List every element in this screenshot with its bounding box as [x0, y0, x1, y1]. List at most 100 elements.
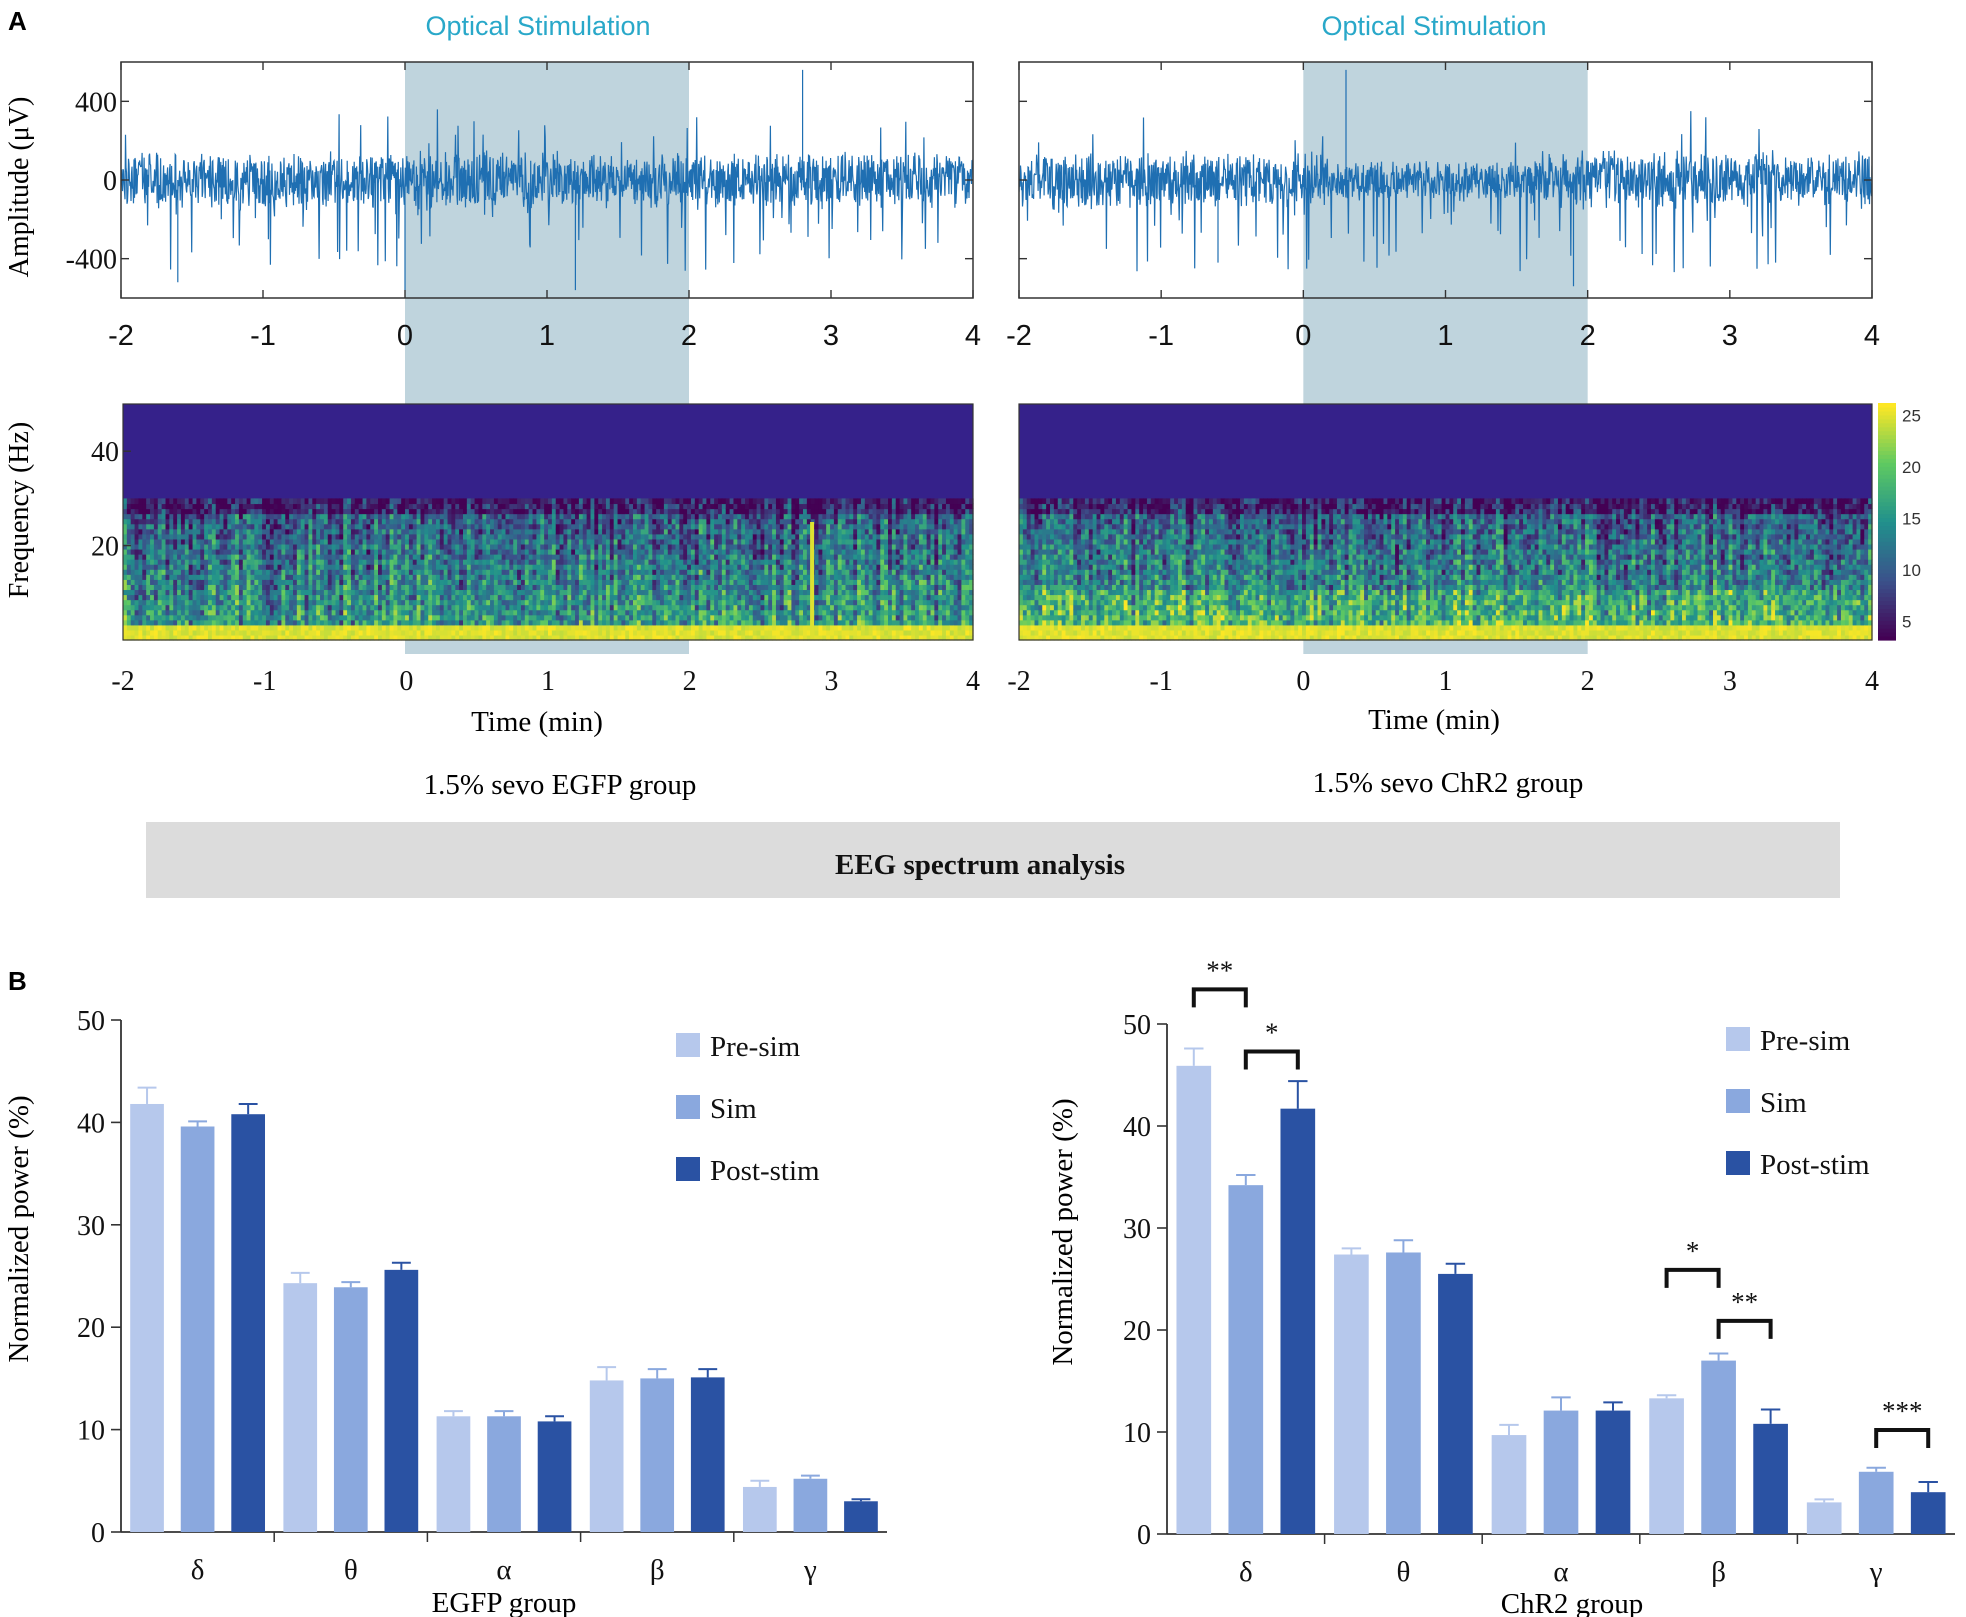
bar-bar_egfp-Pre-sim	[283, 1283, 318, 1532]
eeg-xtick-eeg_chr2: 2	[1580, 320, 1596, 352]
bar-bar_egfp-Sim	[333, 1287, 368, 1532]
bar-xtick-bar_chr2: δ	[1239, 1556, 1253, 1588]
spec-chr2-caption: 1.5% sevo ChR2 group	[1313, 767, 1584, 799]
bar-egfp-ylabel: Normalized power (%)	[3, 1095, 35, 1362]
spec-chr2-xlabel: Time (min)	[1368, 704, 1500, 736]
colorbar-tick: 10	[1902, 561, 1921, 580]
bar-bar_egfp-Post-stim	[690, 1377, 725, 1532]
spec-xtick-spec_chr2: 1	[1439, 666, 1453, 697]
spec-frame-spec_egfp	[122, 403, 974, 641]
eeg-xtick-eeg_egfp: 3	[823, 320, 839, 352]
significance-bracket	[1664, 1267, 1721, 1288]
bar-xtick-bar_egfp: θ	[344, 1554, 358, 1586]
legend-swatch	[1726, 1027, 1750, 1051]
bar-ytick-bar_chr2: 30	[1123, 1214, 1151, 1245]
eeg-xtick-eeg_chr2: 3	[1722, 320, 1738, 352]
bar-xtick-bar_egfp: δ	[191, 1554, 205, 1586]
bar-bar_chr2-Post-stim	[1595, 1410, 1631, 1534]
eeg-xtick-eeg_chr2: 0	[1295, 320, 1311, 352]
legend-label: Pre-sim	[710, 1031, 801, 1063]
bar-bar_egfp-Sim	[793, 1478, 828, 1532]
panel-label-a: A	[8, 6, 27, 36]
legend-label: Pre-sim	[1760, 1025, 1851, 1057]
bar-bar_chr2-Post-stim	[1753, 1423, 1788, 1534]
eeg-ytick: -400	[66, 245, 117, 276]
bar-bar_egfp-Pre-sim	[130, 1103, 164, 1532]
legend-label: Sim	[710, 1093, 757, 1125]
bar-bar_chr2-Sim	[1228, 1185, 1264, 1534]
bar-bar_chr2-Sim	[1858, 1471, 1894, 1534]
bar-ytick-bar_egfp: 50	[77, 1006, 105, 1037]
colorbar-tick: 5	[1902, 612, 1911, 631]
bar-ytick-bar_chr2: 0	[1137, 1520, 1151, 1551]
spec-egfp-caption: 1.5% sevo EGFP group	[424, 769, 697, 801]
bar-ytick-bar_egfp: 0	[91, 1518, 105, 1549]
eeg-trace-eeg_chr2	[1019, 69, 1872, 287]
spec-xtick-spec_egfp: 0	[399, 666, 413, 697]
bar-xtick-bar_egfp: γ	[803, 1554, 817, 1586]
colorbar-tick: 25	[1902, 406, 1921, 425]
legend-label: Sim	[1760, 1087, 1807, 1119]
bar-bar_egfp-Pre-sim	[742, 1486, 777, 1532]
eeg-trace-eeg_egfp	[121, 69, 973, 291]
eeg-xtick-eeg_egfp: -2	[108, 320, 134, 352]
spectrogram-spec_egfp	[123, 404, 974, 641]
bar-bar_chr2-Post-stim	[1910, 1492, 1946, 1534]
spec-ytick: 40	[91, 437, 119, 468]
bar-xtick-bar_egfp: α	[496, 1554, 511, 1586]
panel-label-b: B	[8, 966, 27, 996]
eeg-xtick-eeg_chr2: 1	[1437, 320, 1453, 352]
bar-bar_egfp-Post-stim	[231, 1114, 266, 1532]
bar-xtick-bar_chr2: α	[1553, 1556, 1568, 1588]
eeg-xtick-eeg_egfp: 4	[965, 320, 981, 352]
bar-xtick-bar_chr2: γ	[1869, 1556, 1883, 1588]
eeg-xtick-eeg_chr2: 4	[1864, 320, 1880, 352]
legend-swatch	[1726, 1151, 1750, 1175]
bar-bar_chr2-Pre-sim	[1649, 1398, 1684, 1534]
bar-ytick-bar_egfp: 20	[77, 1313, 105, 1344]
spec-xtick-spec_chr2: -1	[1150, 666, 1173, 697]
bar-bar_egfp-Pre-sim	[589, 1380, 624, 1532]
spec-xtick-spec_chr2: 0	[1296, 666, 1310, 697]
eeg-xtick-eeg_egfp: -1	[250, 320, 276, 352]
significance-label: ***	[1882, 1396, 1923, 1426]
bar-bar_chr2-Sim	[1543, 1410, 1579, 1534]
bar-chr2-xlabel: ChR2 group	[1501, 1588, 1644, 1617]
eeg-egfp-title: Optical Stimulation	[425, 11, 650, 41]
eeg-xtick-eeg_egfp: 2	[681, 320, 697, 352]
bar-egfp-xlabel: EGFP group	[432, 1587, 577, 1617]
significance-label: *	[1265, 1018, 1279, 1048]
section-bar	[146, 822, 1840, 898]
significance-bracket	[1716, 1318, 1773, 1339]
bar-bar_egfp-Post-stim	[844, 1501, 878, 1532]
bar-bar_chr2-Sim	[1701, 1360, 1736, 1534]
significance-label: **	[1206, 955, 1233, 985]
bar-xtick-bar_chr2: β	[1711, 1556, 1726, 1588]
spec-frame-spec_chr2	[1018, 403, 1873, 641]
eeg-xtick-eeg_egfp: 1	[539, 320, 555, 352]
spec-xtick-spec_chr2: -2	[1007, 666, 1030, 697]
colorbar-tick: 15	[1902, 509, 1921, 528]
bar-bar_egfp-Sim	[180, 1126, 215, 1532]
legend-swatch	[676, 1157, 700, 1181]
bar-bar_chr2-Sim	[1386, 1252, 1421, 1534]
bar-xtick-bar_chr2: θ	[1396, 1556, 1410, 1588]
eeg-ytick: 0	[103, 166, 117, 197]
eeg-xtick-eeg_chr2: -2	[1006, 320, 1032, 352]
significance-bracket	[1243, 1049, 1300, 1070]
eeg-xtick-eeg_egfp: 0	[397, 320, 413, 352]
significance-bracket	[1874, 1427, 1931, 1448]
significance-label: **	[1731, 1287, 1758, 1317]
section-bar-label: EEG spectrum analysis	[835, 849, 1125, 881]
bar-ytick-bar_chr2: 40	[1123, 1112, 1151, 1143]
spec-ytick: 20	[91, 532, 119, 563]
bar-ytick-bar_egfp: 30	[77, 1211, 105, 1242]
significance-bracket	[1191, 987, 1248, 1008]
spec-xtick-spec_egfp: -1	[253, 666, 276, 697]
colorbar-tick: 20	[1902, 458, 1921, 477]
spec-xtick-spec_egfp: 3	[824, 666, 838, 697]
bar-ytick-bar_egfp: 10	[77, 1416, 105, 1447]
spec-xtick-spec_egfp: 2	[683, 666, 697, 697]
significance-label: *	[1686, 1236, 1700, 1266]
